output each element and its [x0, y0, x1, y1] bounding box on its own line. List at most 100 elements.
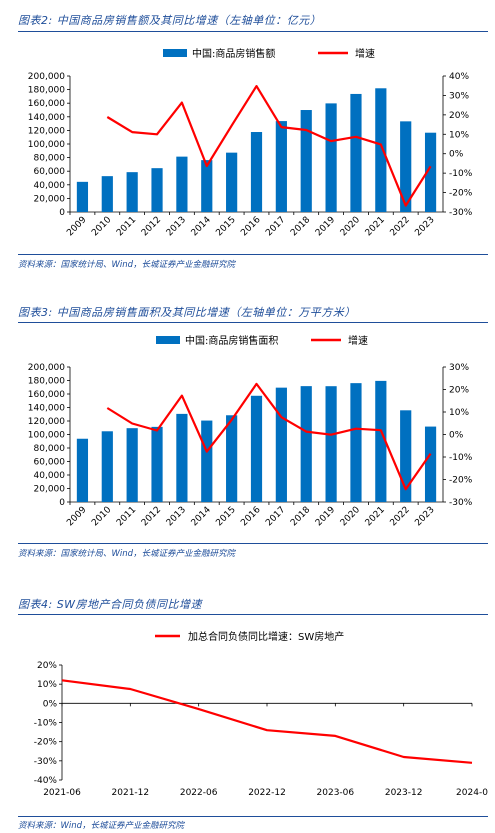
- figure-2-bottom-rule: [18, 254, 488, 255]
- x-axis-tick-label: 2018: [289, 505, 312, 528]
- figure-4-source: 资料来源：Wind，长城证券产业金融研究院: [18, 821, 185, 831]
- figure-4: 图表4: SW房地产合同负债同比增速 加总合同负债同比增速：SW房地产 -40% -…: [0, 590, 495, 833]
- left-axis-tick-label: 100,000: [28, 140, 65, 150]
- left-axis-tick-label: 40,000: [34, 181, 66, 191]
- x-axis-tick-label: 2015: [214, 505, 237, 528]
- x-axis-tick-label: 2023: [413, 215, 436, 238]
- x-axis-tick-label: 2012: [140, 215, 163, 238]
- right-axis-tick-label: -10%: [449, 453, 473, 463]
- bar: [424, 426, 437, 502]
- x-axis-tick-label: 2021-06: [43, 788, 81, 798]
- left-axis-tick-label: 140,000: [28, 113, 65, 123]
- right-axis-tick-label: -30%: [449, 498, 473, 508]
- bar: [226, 152, 238, 212]
- figure-3-title: 图表3: 中国商品房销售面积及其同比增速（左轴单位：万平方米）: [18, 306, 356, 319]
- left-axis-tick-label: 200,000: [28, 72, 65, 82]
- left-axis-tick-label: 160,000: [28, 390, 65, 400]
- right-axis-tick-label: 0%: [449, 431, 464, 441]
- bar: [375, 380, 387, 502]
- x-axis-tick-label: 2013: [165, 215, 188, 238]
- bar: [151, 426, 163, 502]
- bar: [250, 132, 263, 212]
- figure-4-title: 图表4: SW房地产合同负债同比增速: [18, 598, 203, 611]
- figure-4-bottom-rule: [18, 816, 488, 817]
- left-axis-tick-label: 0: [59, 208, 65, 218]
- bar: [300, 386, 312, 502]
- y-axis-tick-label: 0%: [43, 699, 58, 709]
- bar: [275, 387, 287, 502]
- bar: [101, 176, 113, 212]
- right-axis-tick-label: -30%: [449, 208, 473, 218]
- left-axis-tick-label: 140,000: [28, 404, 65, 414]
- right-axis-tick-label: 40%: [449, 72, 469, 82]
- x-axis-tick-label: 2019: [314, 215, 337, 238]
- left-axis-tick-label: 60,000: [34, 167, 66, 177]
- x-axis-tick-label: 2009: [65, 215, 88, 238]
- x-axis-tick-label: 2023-12: [385, 788, 423, 798]
- bar: [375, 88, 387, 212]
- x-axis-tick-label: 2011: [115, 505, 138, 528]
- right-axis-tick-label: -10%: [449, 169, 473, 179]
- legend-line-label: 加总合同负债同比增速：SW房地产: [188, 630, 344, 643]
- x-axis-tick-label: 2022: [389, 215, 412, 238]
- bar: [176, 413, 188, 502]
- bar: [126, 428, 138, 502]
- figure-2: 图表2: 中国商品房销售额及其同比增速（左轴单位：亿元） 中国:商品房销售额 增速…: [0, 0, 495, 275]
- figure-2-top-rule: [18, 31, 488, 32]
- x-axis-tick-label: 2019: [314, 505, 337, 528]
- bar: [325, 386, 337, 502]
- right-axis-tick-label: 20%: [449, 386, 469, 396]
- left-axis-tick-label: 0: [59, 498, 65, 508]
- left-axis-tick-label: 20,000: [34, 194, 66, 204]
- bar: [201, 160, 213, 212]
- right-axis-tick-label: 30%: [449, 363, 469, 373]
- x-axis-tick-label: 2021: [364, 215, 387, 238]
- x-axis-tick-label: 2021: [364, 505, 387, 528]
- x-axis-tick-label: 2010: [90, 215, 113, 238]
- left-axis-tick-label: 120,000: [28, 126, 65, 136]
- left-axis-tick-label: 200,000: [28, 363, 65, 373]
- left-axis-tick-label: 80,000: [34, 444, 66, 454]
- x-axis-tick-label: 2014: [190, 215, 213, 238]
- bar: [300, 110, 312, 212]
- bar: [76, 181, 89, 212]
- y-axis-tick-label: 10%: [37, 680, 57, 690]
- x-axis-tick-label: 2020: [339, 505, 362, 528]
- x-axis-tick-label: 2014: [190, 505, 213, 528]
- bar: [201, 420, 213, 502]
- x-axis-tick-label: 2020: [339, 215, 362, 238]
- y-axis-tick-label: -30%: [34, 757, 58, 767]
- growth-line: [106, 85, 432, 207]
- right-axis-tick-label: 0%: [449, 150, 464, 160]
- x-axis-tick-label: 2015: [214, 215, 237, 238]
- x-axis-tick-label: 2010: [90, 505, 113, 528]
- sales-amount-chart: 中国:商品房销售额 增速 0 20,000 40,000 60,000 80,000 100,…: [28, 47, 473, 238]
- y-axis-tick-label: -20%: [34, 738, 58, 748]
- bar: [126, 172, 138, 212]
- figure-4-top-rule: [18, 614, 488, 615]
- bar: [350, 93, 362, 212]
- x-axis-tick-label: 2017: [264, 505, 287, 528]
- legend-bar-label: 中国:商品房销售面积: [185, 334, 278, 347]
- left-axis-tick-label: 180,000: [28, 86, 65, 96]
- x-axis-tick-label: 2012: [140, 505, 163, 528]
- x-axis-tick-label: 2011: [115, 215, 138, 238]
- x-axis-tick-label: 2021-12: [112, 788, 150, 798]
- figure-2-title: 图表2: 中国商品房销售额及其同比增速（左轴单位：亿元）: [18, 14, 322, 27]
- bar: [325, 103, 337, 212]
- y-axis-tick-label: -10%: [34, 719, 58, 729]
- figure-2-source: 资料来源：国家统计局、Wind，长城证券产业金融研究院: [18, 260, 236, 270]
- bar: [226, 415, 238, 502]
- x-axis-tick-label: 2013: [165, 505, 188, 528]
- legend-line-label: 增速: [348, 334, 368, 347]
- bar: [350, 383, 362, 502]
- bar: [400, 121, 412, 212]
- y-axis-tick-label: -40%: [34, 776, 58, 786]
- left-axis-tick-label: 60,000: [34, 458, 66, 468]
- bar: [275, 121, 287, 212]
- x-axis-tick-label: 2023-06: [317, 788, 355, 798]
- contract-liability-line: [61, 679, 473, 764]
- right-axis-tick-label: 10%: [449, 408, 469, 418]
- x-axis-tick-label: 2016: [239, 215, 262, 238]
- left-axis-tick-label: 40,000: [34, 471, 66, 481]
